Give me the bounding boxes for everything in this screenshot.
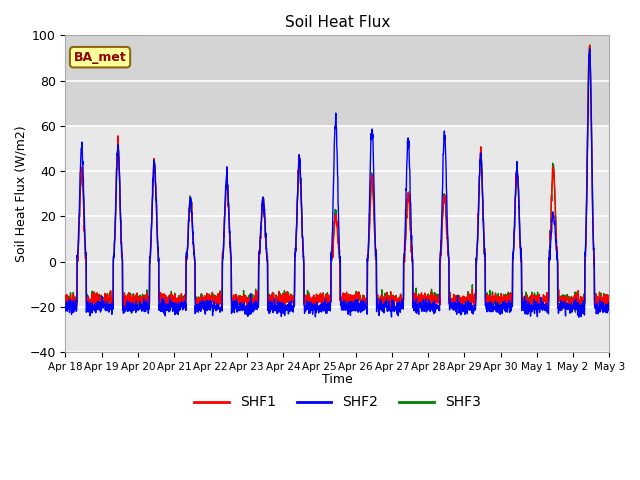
Legend: SHF1, SHF2, SHF3: SHF1, SHF2, SHF3 (188, 390, 486, 415)
SHF2 (575, 314, 583, 320)
SHF1 (586, 42, 593, 48)
SHF1 (353, 294, 361, 300)
SHF3 (586, 42, 593, 48)
Line: SHF3: SHF3 (65, 45, 609, 313)
SHF2 (586, 46, 593, 52)
Line: SHF2: SHF2 (65, 49, 609, 317)
SHF1 (61, 296, 69, 301)
SHF3 (496, 297, 504, 302)
SHF1 (605, 295, 613, 301)
SHF3 (353, 291, 361, 297)
SHF2 (557, 307, 565, 312)
SHF3 (214, 294, 221, 300)
SHF3 (61, 294, 69, 300)
SHF2 (573, 305, 580, 311)
SHF2 (495, 311, 503, 316)
SHF3 (365, 232, 373, 238)
SHF2 (213, 301, 221, 307)
Title: Soil Heat Flux: Soil Heat Flux (285, 15, 390, 30)
Line: SHF1: SHF1 (65, 45, 609, 311)
Text: BA_met: BA_met (74, 51, 126, 64)
SHF2 (353, 307, 361, 313)
Bar (65, 36, 609, 126)
SHF3 (573, 298, 580, 303)
SHF1 (127, 308, 135, 314)
SHF1 (496, 295, 504, 301)
SHF3 (557, 293, 565, 299)
SHF1 (365, 233, 373, 239)
SHF1 (573, 299, 580, 305)
SHF1 (557, 293, 565, 299)
Y-axis label: Soil Heat Flux (W/m2): Soil Heat Flux (W/m2) (15, 125, 28, 262)
SHF2 (365, 229, 372, 235)
SHF3 (605, 296, 613, 302)
SHF1 (214, 293, 221, 299)
SHF3 (127, 311, 135, 316)
SHF2 (605, 305, 613, 311)
X-axis label: Time: Time (322, 373, 353, 386)
SHF2 (61, 308, 69, 313)
